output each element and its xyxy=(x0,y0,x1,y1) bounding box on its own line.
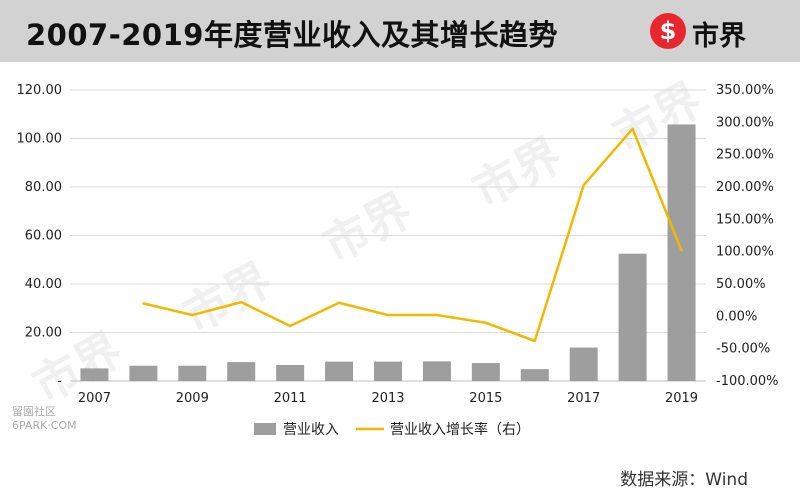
bar xyxy=(667,124,696,381)
brand-logo: $ 市界 xyxy=(650,13,770,52)
growth-line xyxy=(143,127,683,343)
axes: - 20.00 40.00 60.00 80.00 100.00 120.00 -100.00… xyxy=(17,83,779,406)
bar xyxy=(471,363,500,381)
legend-label: 营业收入增长率（右） xyxy=(390,421,530,438)
line-point xyxy=(680,249,683,252)
x-tick-label: 2019 xyxy=(665,391,698,406)
site-watermark-line: 6PARK·COM xyxy=(12,419,77,432)
bar-series xyxy=(80,124,696,381)
site-watermark: 留園社区 6PARK·COM xyxy=(12,405,77,433)
y-left-tick-label: 120.00 xyxy=(17,83,63,98)
y-left-tick-label: - xyxy=(57,374,62,389)
grid-lines xyxy=(70,89,706,382)
bar xyxy=(276,364,305,381)
legend-swatch-bar xyxy=(254,423,276,435)
title-bar: 2007-2019年度营业收入及其增长趋势 $ 市界 xyxy=(0,0,800,62)
x-tick-label: 2013 xyxy=(371,391,404,406)
y-left-tick-label: 40.00 xyxy=(25,277,62,292)
y-right-tick-label: 150.00% xyxy=(716,212,774,227)
y-left-tick-label: 60.00 xyxy=(25,229,62,244)
y-right-tick-label: 0.00% xyxy=(716,309,757,324)
bar xyxy=(227,362,256,381)
line-point xyxy=(631,127,634,130)
y-left-tick-label: 100.00 xyxy=(17,132,63,147)
bar xyxy=(618,253,647,381)
line-point xyxy=(435,313,439,317)
bar xyxy=(325,361,354,381)
line-point xyxy=(240,300,243,304)
y-right-tick-label: 350.00% xyxy=(716,83,774,98)
line-point xyxy=(337,301,341,304)
legend-label: 营业收入 xyxy=(283,422,339,438)
bar xyxy=(178,365,207,381)
line-point xyxy=(386,313,390,317)
y-right-tick-label: 250.00% xyxy=(716,148,774,163)
chart-title: 2007-2019年度营业收入及其增长趋势 xyxy=(26,18,558,52)
bar xyxy=(520,369,549,381)
line-point xyxy=(533,339,536,343)
y-right-tick-label: 100.00% xyxy=(716,245,774,260)
line-point xyxy=(582,183,585,187)
y-left-tick-label: 20.00 xyxy=(25,326,62,341)
x-tick-label: 2007 xyxy=(78,391,111,406)
chart: - 20.00 40.00 60.00 80.00 100.00 120.00 -100.00… xyxy=(17,83,779,438)
y-right-tick-label: 50.00% xyxy=(716,277,766,292)
source-note: 数据来源：Wind xyxy=(620,470,748,490)
brand-logo-text: 市界 xyxy=(692,21,746,52)
line-point xyxy=(288,324,292,328)
y-right-tick-label: 200.00% xyxy=(716,180,774,195)
y-right-tick-label: -100.00% xyxy=(716,374,779,389)
bar xyxy=(422,361,451,381)
dollar-icon: $ xyxy=(650,13,686,49)
x-tick-label: 2015 xyxy=(469,391,502,406)
bar xyxy=(129,365,158,381)
site-watermark-line: 留園社区 xyxy=(12,405,56,418)
bar xyxy=(374,361,402,381)
y-right-tick-label: 300.00% xyxy=(716,115,774,130)
y-left-tick-label: 80.00 xyxy=(25,180,62,195)
legend: 营业收入 营业收入增长率（右） xyxy=(254,421,530,438)
line-point xyxy=(484,321,488,324)
line-series xyxy=(142,127,683,343)
line-point xyxy=(142,302,145,305)
x-tick-label: 2017 xyxy=(567,391,600,406)
bar xyxy=(569,347,598,381)
bar xyxy=(80,368,109,381)
y-right-tick-label: -50.00% xyxy=(716,342,770,357)
line-point xyxy=(191,313,194,317)
x-tick-label: 2009 xyxy=(176,391,209,406)
x-tick-label: 2011 xyxy=(274,391,307,406)
